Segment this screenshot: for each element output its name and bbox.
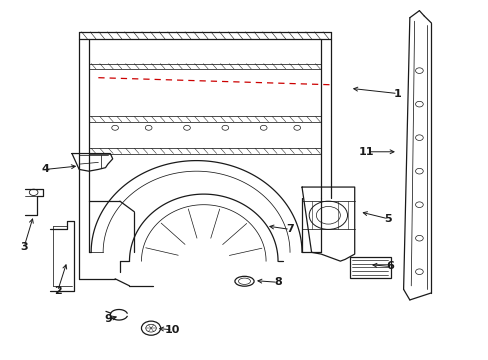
Text: 5: 5 <box>384 214 391 224</box>
Text: 2: 2 <box>54 286 61 296</box>
Text: 4: 4 <box>41 165 49 174</box>
Text: 1: 1 <box>393 89 401 99</box>
Text: 3: 3 <box>20 242 28 252</box>
Text: 9: 9 <box>104 314 112 324</box>
Text: 6: 6 <box>386 261 394 271</box>
Text: 10: 10 <box>164 325 180 335</box>
Text: 7: 7 <box>285 224 293 234</box>
Text: 8: 8 <box>274 277 282 287</box>
Text: 11: 11 <box>358 147 374 157</box>
Bar <box>349 257 390 278</box>
